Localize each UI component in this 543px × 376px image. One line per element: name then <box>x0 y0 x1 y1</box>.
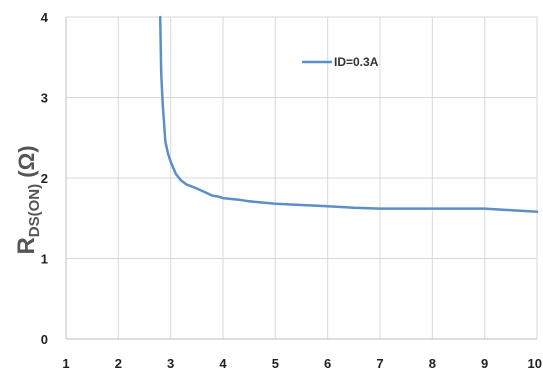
legend: ID=0.3A <box>302 55 379 69</box>
y-tick-labels: 0 1 2 3 4 <box>41 10 49 347</box>
axes <box>65 17 537 340</box>
x-tick-label-4: 4 <box>219 356 227 371</box>
x-tick-label-8: 8 <box>429 356 436 371</box>
x-tick-label-9: 9 <box>481 356 488 371</box>
series-layer <box>158 15 539 214</box>
x-tick-label-6: 6 <box>324 356 331 371</box>
y-axis-label-main: R <box>13 237 40 254</box>
x-tick-label-10: 10 <box>528 356 542 371</box>
x-tick-label-2: 2 <box>115 356 122 371</box>
x-tick-label-7: 7 <box>376 356 383 371</box>
y-tick-label-2: 1 <box>41 252 48 267</box>
x-tick-label-5: 5 <box>272 356 279 371</box>
x-tick-label-1: 1 <box>62 356 69 371</box>
legend-label: ID=0.3A <box>334 55 379 69</box>
x-tick-labels: 1 2 3 4 5 6 7 8 9 10 <box>62 356 542 371</box>
y-axis-label-subscript: DS(ON) <box>26 184 43 237</box>
y-tick-label-5: 4 <box>41 10 49 25</box>
y-tick-label-3: 2 <box>41 171 48 186</box>
y-axis-label: RDS(ON) (Ω) <box>13 145 43 254</box>
series-line-1 <box>158 15 539 214</box>
x-tick-label-3: 3 <box>167 356 174 371</box>
y-tick-label-1: 0 <box>41 332 48 347</box>
grid <box>65 16 538 340</box>
y-tick-label-4: 3 <box>41 91 48 106</box>
y-axis-label-unit: (Ω) <box>14 145 39 183</box>
